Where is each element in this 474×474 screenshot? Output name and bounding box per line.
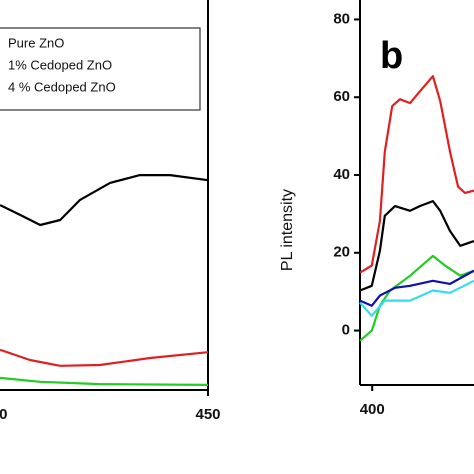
legend-box [0, 27, 201, 111]
series-line [359, 200, 474, 292]
legend-label: 1% Cedoped ZnO [8, 57, 112, 72]
panel-label: b [380, 35, 403, 77]
x-tick-label: 400 [0, 406, 8, 423]
series-line [0, 376, 209, 386]
legend-label: Pure ZnO [8, 35, 64, 50]
y-tick-label: 20 [333, 244, 350, 261]
series-line [359, 75, 474, 274]
y-tick-label: 0 [342, 322, 350, 339]
y-tick-label: 60 [333, 88, 350, 105]
series-line [0, 174, 209, 227]
x-tick-label: 450 [195, 406, 220, 423]
series-line [0, 348, 209, 367]
x-tick-label: 400 [360, 401, 385, 418]
legend-label: 4 % Cedoped ZnO [8, 79, 116, 94]
series-line [359, 254, 474, 342]
y-axis-title: PL intensity [279, 189, 296, 271]
series-line [359, 279, 474, 317]
series-line [359, 269, 474, 307]
y-tick-label: 80 [333, 10, 350, 27]
y-tick-label: 40 [333, 166, 350, 183]
